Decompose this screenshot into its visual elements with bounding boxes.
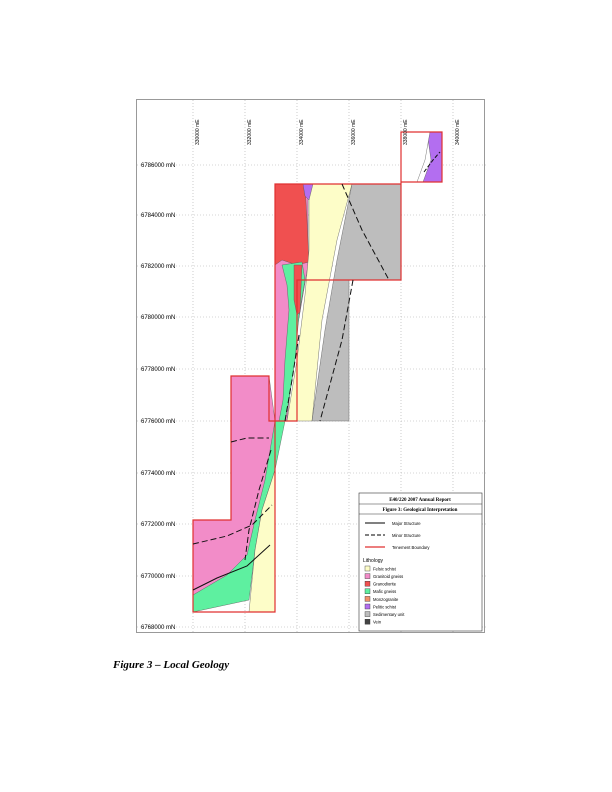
northing-label: 6772000 mN — [141, 522, 175, 528]
structure-lines — [192, 151, 441, 591]
unit-granodiorite-lens — [293, 264, 303, 316]
easting-label: 340000 mE — [455, 119, 461, 145]
lithology-units — [192, 131, 443, 613]
legend-lithology-label: Granodiorite — [373, 582, 397, 587]
tenement-boundary — [192, 131, 443, 613]
geology-map-svg: 6786000 mN 6784000 mN 6782000 mN 6780000… — [137, 100, 486, 634]
legend-lithology-heading: Lithology — [363, 558, 384, 564]
legend-lithology-label: Vein — [373, 620, 382, 625]
legend-major-structure-label: Major Structure — [392, 521, 421, 526]
northing-label: 6774000 mN — [141, 471, 175, 477]
minor-structure-1 — [341, 183, 390, 281]
legend-swatch — [364, 596, 371, 602]
map-legend: E40/220 2007 Annual Report Figure 3: Geo… — [358, 492, 483, 632]
legend-swatch — [364, 573, 371, 579]
northing-label: 6778000 mN — [141, 367, 175, 373]
unit-granodiorite — [274, 183, 310, 266]
minor-structure-5 — [244, 449, 272, 561]
northing-label: 6782000 mN — [141, 264, 175, 270]
easting-labels: 330000 mE 332000 mE 334000 mE 336000 mE … — [195, 119, 461, 145]
easting-label: 332000 mE — [247, 119, 253, 145]
easting-label: 330000 mE — [195, 119, 201, 145]
legend-lithology-label: Felsic schist — [373, 566, 397, 571]
legend-swatch — [364, 588, 371, 594]
easting-label: 336000 mE — [351, 119, 357, 145]
legend-report-title: E40/220 2007 Annual Report — [389, 498, 451, 503]
legend-swatch — [364, 611, 371, 617]
legend-swatch — [364, 565, 371, 572]
legend-lithology-label: Monzogranite — [373, 597, 399, 602]
legend-tenement-boundary-label: Tenement Boundary — [392, 545, 430, 550]
legend-swatch — [364, 603, 371, 610]
northing-label: 6768000 mN — [141, 625, 175, 631]
legend-lithology-label: Sedimentary unit — [373, 612, 405, 617]
northing-label: 6776000 mN — [141, 419, 175, 425]
legend-figure-title: Figure 3: Geological Interpretation — [383, 508, 458, 513]
figure-caption: Figure 3 – Local Geology — [113, 659, 230, 671]
legend-swatch — [364, 619, 371, 625]
minor-structure-6 — [192, 504, 273, 545]
easting-label: 338000 mE — [403, 119, 409, 145]
minor-structure-2 — [319, 279, 354, 422]
legend-swatch — [364, 581, 371, 587]
legend-lithology-label: Mafic gneiss — [373, 589, 396, 594]
northing-label: 6780000 mN — [141, 315, 175, 321]
geology-map: 6786000 mN 6784000 mN 6782000 mN 6780000… — [136, 99, 486, 634]
northing-label: 6784000 mN — [141, 213, 175, 219]
minor-structure-3 — [284, 334, 300, 422]
legend-lithology-label: Pelitic schist — [373, 604, 397, 609]
legend-lithology-label: Granitoid gneiss — [373, 574, 403, 579]
minor-structure-7 — [192, 544, 271, 591]
legend-lithology-list: Felsic schist Granitoid gneiss Granodiorit… — [364, 565, 405, 625]
minor-structure-8 — [423, 151, 441, 173]
minor-structure-4 — [230, 437, 269, 443]
legend-minor-structure-label: Minor Structure — [392, 533, 421, 538]
northing-label: 6770000 mN — [141, 574, 175, 580]
easting-label: 334000 mE — [299, 119, 305, 145]
northing-label: 6786000 mN — [141, 163, 175, 169]
northing-labels: 6786000 mN 6784000 mN 6782000 mN 6780000… — [141, 163, 175, 631]
